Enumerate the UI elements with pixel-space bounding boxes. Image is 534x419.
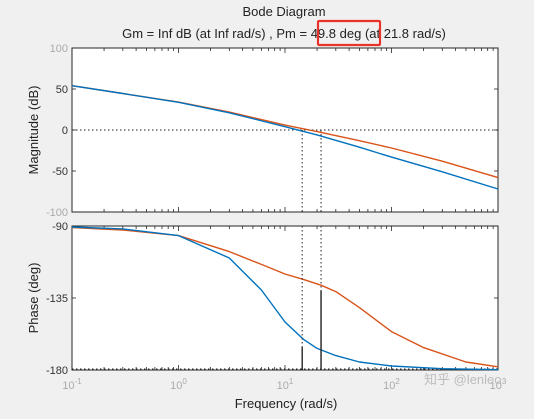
magnitude-lines (71, 85, 499, 212)
subtitle-highlight: 49.8 deg (311, 26, 362, 41)
x-axis-ticks: 10-1 100 101 102 103 (62, 377, 507, 392)
phase-series-line (71, 226, 499, 368)
phase-series-line (71, 226, 499, 371)
x-tick-label: 10-1 (62, 377, 82, 392)
magnitude-ylabel: Magnitude (dB) (26, 86, 41, 175)
phase-ylabel: Phase (deg) (26, 263, 41, 334)
phase-axes (71, 225, 499, 371)
subtitle-prefix: Gm = Inf dB (at Inf rad/s) , Pm = (122, 26, 307, 41)
x-tick-label: 101 (277, 377, 294, 392)
phase-lines (71, 226, 499, 371)
magnitude-ytick-label: 50 (56, 84, 68, 96)
x-tick-label: 100 (170, 377, 187, 392)
phase-plot-area (71, 225, 499, 371)
chart-title: Bode Diagram (242, 4, 325, 19)
magnitude-ytick-label: -100 (46, 207, 68, 219)
x-tick-label: 102 (383, 377, 400, 392)
watermark: 知乎 @lenleo (424, 372, 502, 387)
magnitude-ticks: 100 50 0 -50 -100 (46, 43, 498, 219)
subtitle-suffix: (at 21.8 rad/s) (365, 26, 446, 41)
x-tick-label: 103 (490, 377, 507, 392)
phase-ytick-label: -180 (46, 365, 68, 377)
magnitude-ytick-label: -50 (52, 166, 68, 178)
magnitude-ytick-label: 0 (62, 125, 68, 137)
x-axis-label: Frequency (rad/s) (235, 396, 338, 411)
magnitude-ytick-label: 100 (50, 43, 68, 55)
phase-ytick-label: -135 (46, 293, 68, 305)
phase-ticks: -90 -135 -180 (46, 221, 498, 377)
pm-highlight-box (316, 19, 382, 47)
magnitude-series-line (71, 85, 499, 190)
chart-subtitle: Gm = Inf dB (at Inf rad/s) , Pm = 49.8 d… (122, 26, 446, 41)
phase-ytick-label: -90 (52, 221, 68, 233)
